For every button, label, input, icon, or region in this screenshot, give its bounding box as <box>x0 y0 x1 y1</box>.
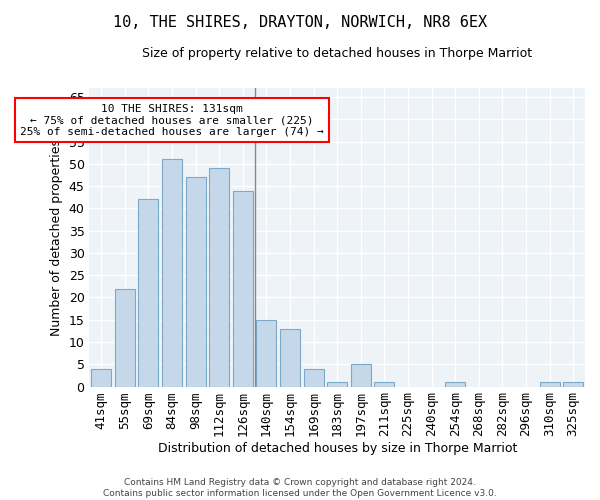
Bar <box>563 382 583 386</box>
X-axis label: Distribution of detached houses by size in Thorpe Marriot: Distribution of detached houses by size … <box>157 442 517 455</box>
Bar <box>185 177 206 386</box>
Bar <box>539 382 560 386</box>
Bar <box>256 320 277 386</box>
Bar <box>351 364 371 386</box>
Bar <box>162 160 182 386</box>
Bar <box>445 382 465 386</box>
Text: Contains HM Land Registry data © Crown copyright and database right 2024.
Contai: Contains HM Land Registry data © Crown c… <box>103 478 497 498</box>
Bar <box>209 168 229 386</box>
Bar <box>233 190 253 386</box>
Bar <box>304 369 323 386</box>
Bar <box>139 200 158 386</box>
Y-axis label: Number of detached properties: Number of detached properties <box>50 139 63 336</box>
Bar <box>115 288 135 386</box>
Bar <box>91 369 111 386</box>
Bar <box>327 382 347 386</box>
Text: 10, THE SHIRES, DRAYTON, NORWICH, NR8 6EX: 10, THE SHIRES, DRAYTON, NORWICH, NR8 6E… <box>113 15 487 30</box>
Text: 10 THE SHIRES: 131sqm
← 75% of detached houses are smaller (225)
25% of semi-det: 10 THE SHIRES: 131sqm ← 75% of detached … <box>20 104 324 137</box>
Bar <box>374 382 394 386</box>
Bar <box>280 328 300 386</box>
Title: Size of property relative to detached houses in Thorpe Marriot: Size of property relative to detached ho… <box>142 48 532 60</box>
